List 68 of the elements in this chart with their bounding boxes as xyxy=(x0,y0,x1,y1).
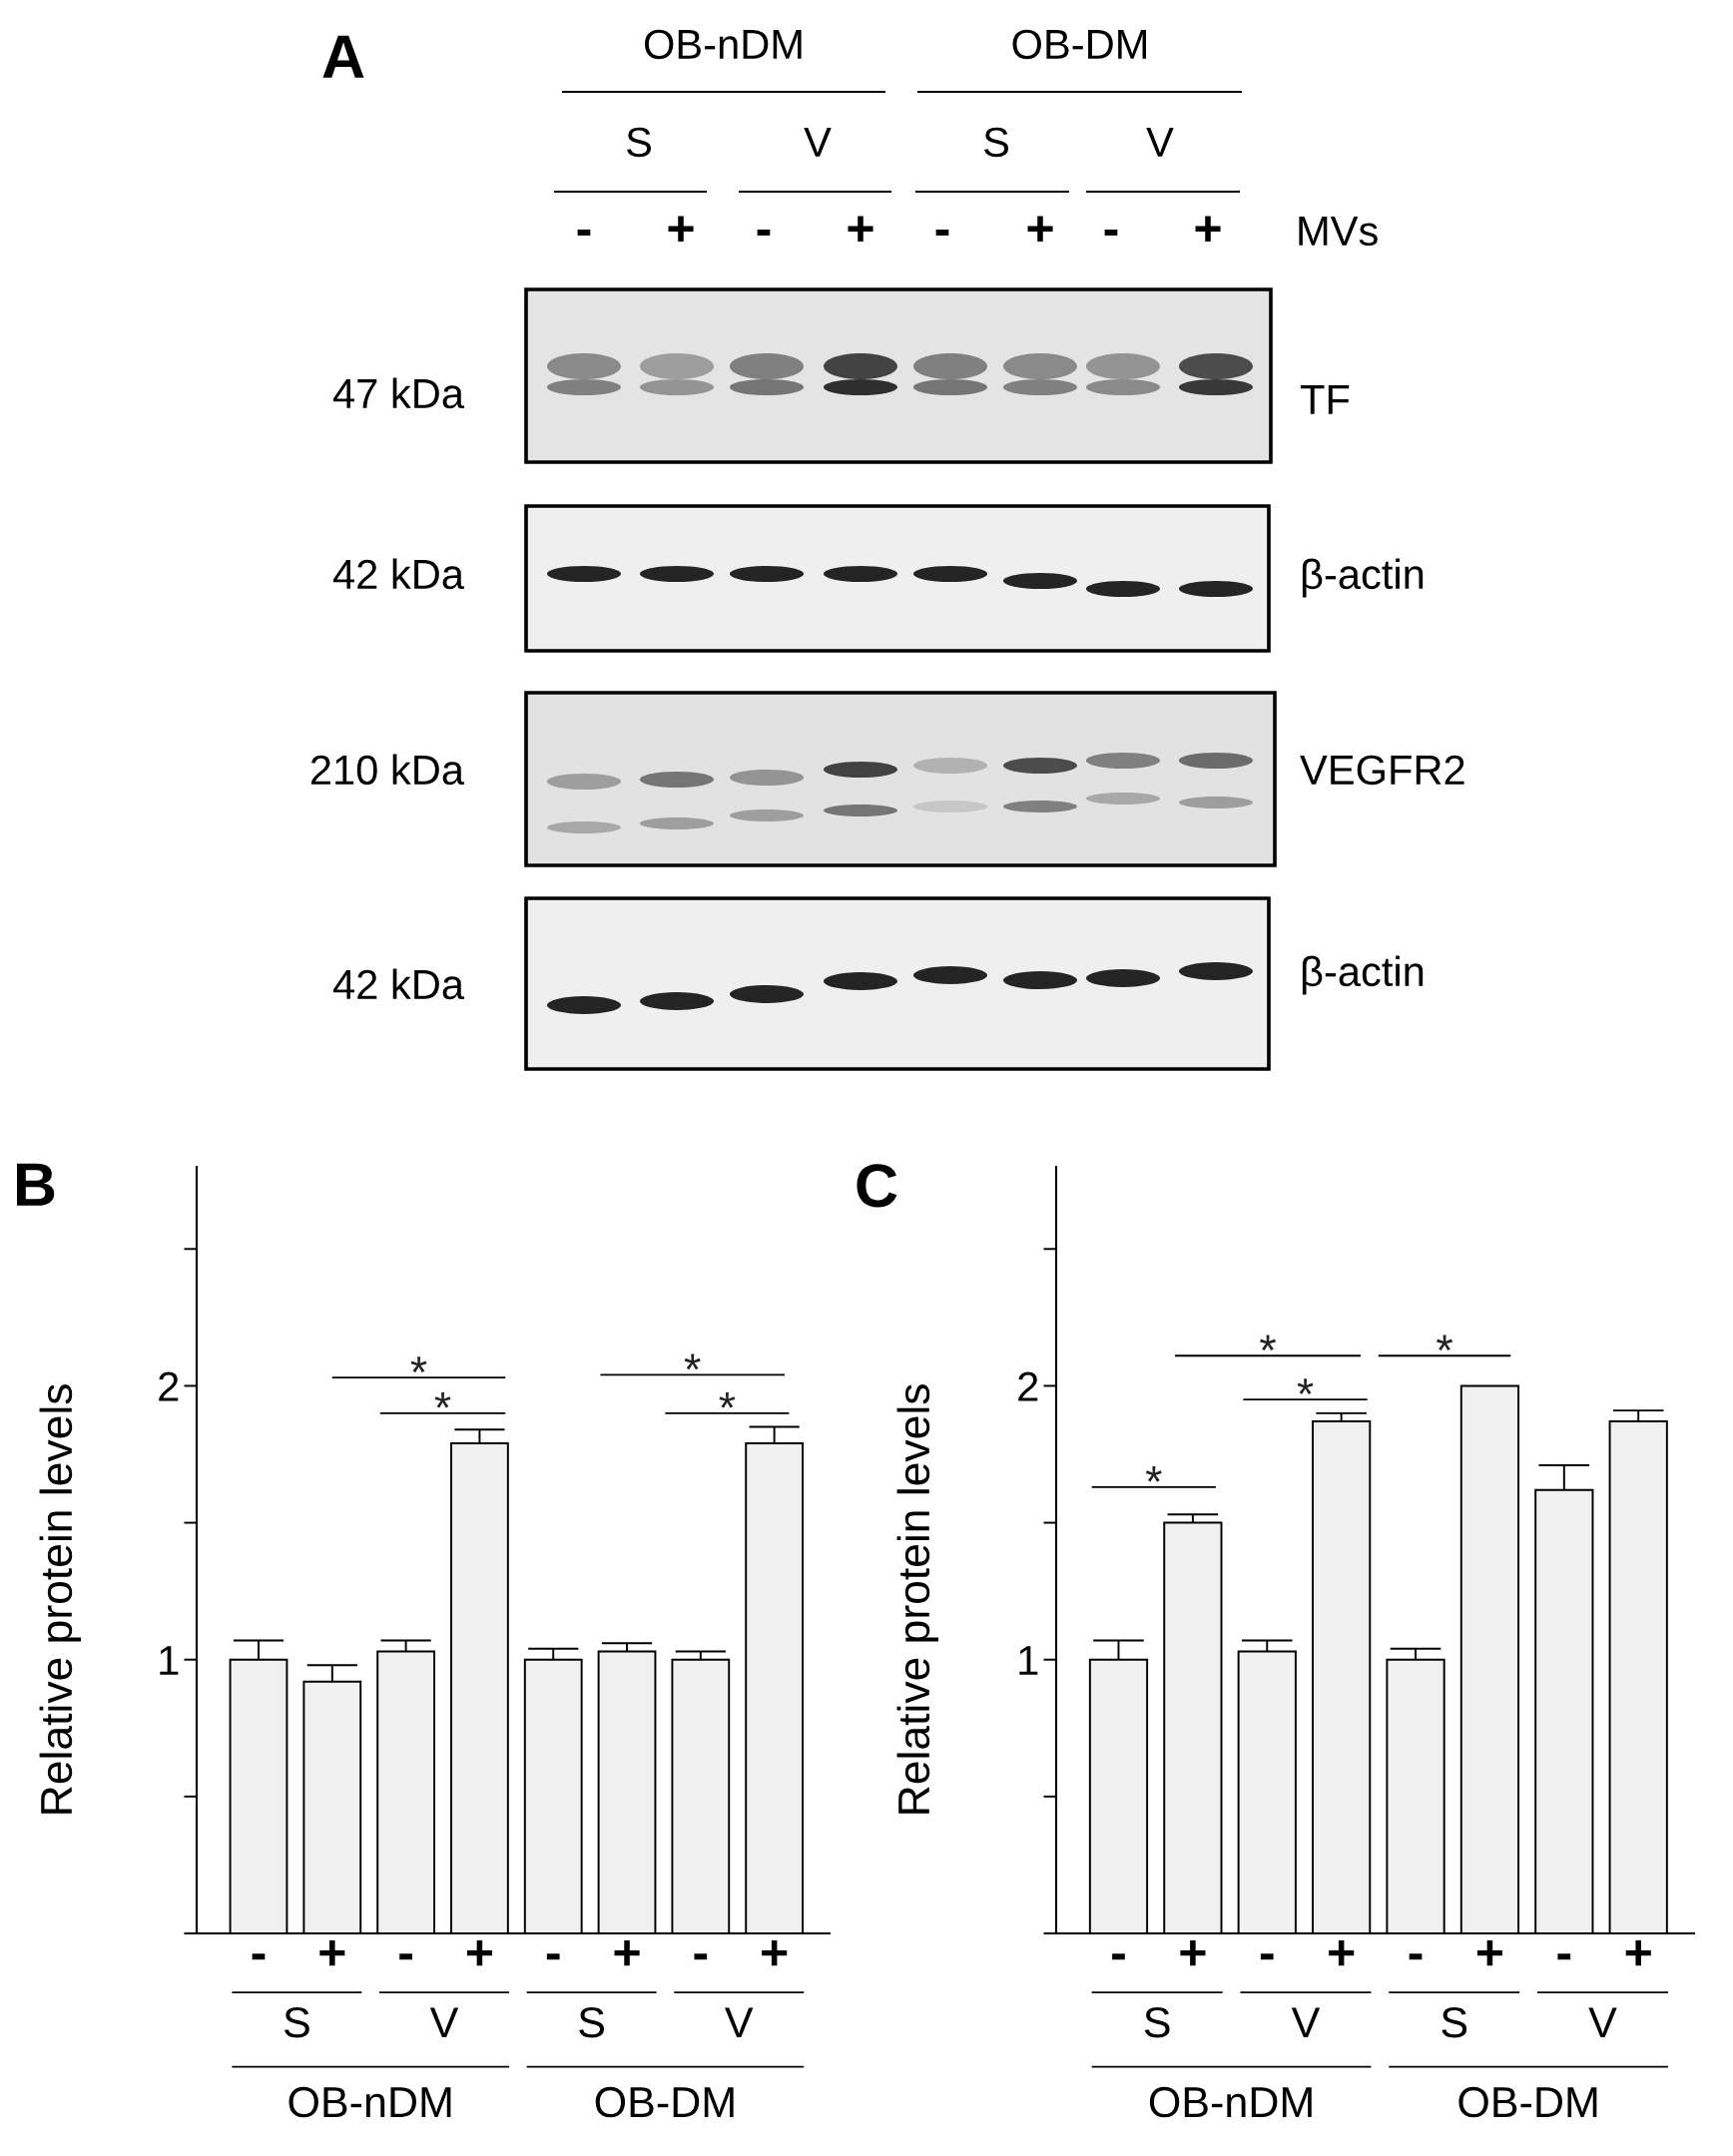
x-tick-label: + xyxy=(762,1939,788,1966)
text: + xyxy=(1027,216,1053,242)
text: S xyxy=(1144,2007,1170,2038)
y-tick-label: 1 xyxy=(1019,1646,1038,1675)
x-tick-label: + xyxy=(1180,1939,1206,1966)
y-tick-label: 2 xyxy=(1018,1371,1038,1401)
text: S xyxy=(627,127,651,158)
text: - xyxy=(577,229,591,236)
annotation: * xyxy=(719,1392,736,1408)
text: OB-DM xyxy=(1458,2086,1597,2118)
annotation: * xyxy=(410,1356,427,1372)
text: + xyxy=(848,216,873,242)
text: VEGFR2 xyxy=(1300,755,1464,786)
y-tick-label: 2 xyxy=(159,1371,179,1401)
text: OB-nDM xyxy=(289,2086,451,2118)
x-tick-label: + xyxy=(466,1939,492,1966)
annotation: * xyxy=(1437,1335,1453,1351)
text: OB-nDM xyxy=(644,29,802,60)
text: β-actin xyxy=(1302,558,1424,598)
text: V xyxy=(1146,128,1174,157)
y-axis-title: Relative protein levels xyxy=(896,1384,938,1814)
x-tick-label: - xyxy=(694,1953,708,1960)
text: V xyxy=(725,2007,754,2038)
text: A xyxy=(322,35,364,78)
text: + xyxy=(1195,216,1221,242)
x-tick-label: - xyxy=(399,1953,412,1960)
text: V xyxy=(1291,2007,1321,2038)
text: - xyxy=(1104,229,1118,236)
text: OB-DM xyxy=(595,2086,734,2118)
annotation: * xyxy=(1297,1378,1314,1394)
x-tick-label: - xyxy=(1112,1953,1125,1960)
x-tick-label: + xyxy=(614,1939,640,1966)
y-tick-label: 1 xyxy=(160,1646,179,1675)
text: 42 kDa xyxy=(332,968,464,1000)
text: 210 kDa xyxy=(310,754,465,786)
text: - xyxy=(935,229,949,236)
x-tick-label: - xyxy=(1260,1953,1274,1960)
text: TF xyxy=(1300,385,1350,414)
text: S xyxy=(579,2007,604,2038)
x-tick-label: - xyxy=(252,1953,266,1960)
text: V xyxy=(1588,2007,1617,2038)
text: OB-nDM xyxy=(1149,2086,1312,2118)
chart-title: B xyxy=(17,1163,55,1206)
annotation: * xyxy=(684,1353,701,1370)
x-tick-label: - xyxy=(546,1953,560,1960)
chart-title: C xyxy=(857,1164,897,1208)
annotation: * xyxy=(1145,1466,1162,1482)
text: V xyxy=(804,128,832,157)
x-tick-label: - xyxy=(1557,1953,1571,1960)
x-tick-label: - xyxy=(1409,1953,1423,1960)
y-axis-title: Relative protein levels xyxy=(39,1384,81,1814)
x-tick-label: + xyxy=(1625,1939,1651,1966)
x-tick-label: + xyxy=(1476,1939,1502,1966)
text: S xyxy=(284,2007,309,2038)
text: 47 kDa xyxy=(332,377,464,409)
x-tick-label: + xyxy=(319,1939,345,1966)
text: S xyxy=(1442,2007,1467,2038)
annotation: * xyxy=(1260,1335,1276,1351)
text: - xyxy=(757,229,771,236)
text: V xyxy=(429,2007,459,2038)
text: 42 kDa xyxy=(332,558,464,590)
text: β-actin xyxy=(1302,955,1424,995)
annotation: * xyxy=(434,1392,451,1408)
text: + xyxy=(668,216,694,242)
x-tick-label: + xyxy=(1329,1939,1355,1966)
text: OB-DM xyxy=(1012,29,1147,60)
text: S xyxy=(984,127,1008,158)
text: MVs xyxy=(1299,217,1378,247)
